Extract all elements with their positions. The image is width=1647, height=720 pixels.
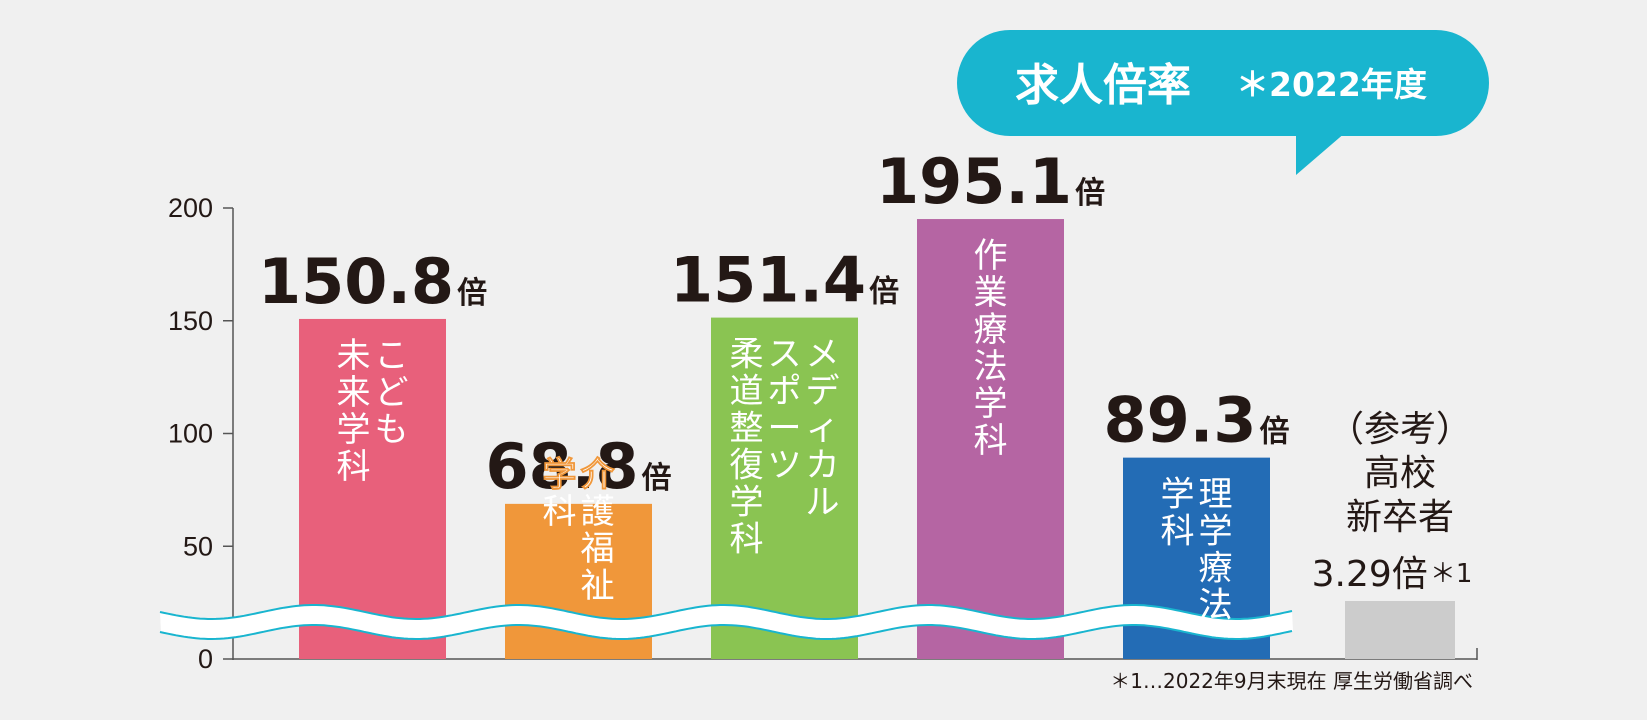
chart-subtitle: ＊2022年度 [1236, 65, 1427, 104]
y-tick-label: 100 [168, 419, 213, 449]
bar-category-char: ー [768, 409, 802, 449]
bar [917, 219, 1064, 659]
bar-category-char: ル [806, 483, 840, 523]
reference-value: 3.29倍＊1 [1312, 554, 1473, 595]
bar-category-char: メ [806, 335, 840, 375]
bar-category-char: デ [806, 372, 840, 412]
bar-category-char: 科 [730, 520, 764, 560]
bar-category-char: 来 [337, 373, 371, 413]
bar-category-char: 学 [974, 384, 1008, 424]
bar-category-label: 作業療法学科 [974, 236, 1008, 461]
chart-title: 求人倍率 [1015, 60, 1191, 111]
axis-break-line-bottom [159, 624, 1293, 640]
bar-category-char: 学 [1199, 512, 1233, 552]
bar-value-label: 68.8 倍 [486, 430, 672, 503]
title-bubble-tail [1296, 132, 1346, 175]
bar-category-label: スポーツ [768, 335, 802, 486]
bar-value-unit: 倍 [1075, 176, 1105, 211]
bar-category-char: 整 [730, 409, 764, 449]
bar-category-char: こ [375, 336, 409, 376]
reference-label-line: 新卒者 [1346, 497, 1454, 538]
bar-category-char: 学 [543, 455, 577, 495]
bar-category-char: も [375, 410, 409, 450]
title-bubble-shape [957, 30, 1489, 136]
bar-category-char: 学 [730, 483, 764, 523]
bar-value-number: 150.8 [258, 245, 454, 318]
reference-label-line: 高校 [1364, 453, 1436, 494]
reference-label-line: （参考） [1328, 409, 1472, 450]
title-bubble: 求人倍率 ＊2022年度 [957, 30, 1489, 175]
bar-value-unit: 倍 [641, 461, 671, 496]
bar-category-char: 柔 [730, 335, 764, 375]
reference-bar [1345, 601, 1455, 659]
y-tick-label: 150 [168, 306, 213, 336]
axis-break-wave: 法 [159, 586, 1293, 640]
bar-value-number: 68.8 [486, 430, 639, 503]
bar-value-number: 195.1 [876, 145, 1072, 218]
bar-category-char: 科 [1161, 512, 1195, 552]
bar-category-char: 法 [974, 347, 1008, 387]
axis-break-line-top [159, 604, 1293, 620]
bar-category-char: 福 [581, 529, 615, 569]
bar-category-char: 療 [1199, 549, 1233, 589]
bar-category-label: 柔道整復学科 [730, 335, 764, 560]
bar-category-char: 業 [974, 273, 1008, 313]
bar-category-char: 科 [543, 492, 577, 532]
bar-category-char: 学 [337, 410, 371, 450]
bar-category-label: メディカル [806, 335, 840, 523]
bar-category-label: 未来学科 [337, 336, 371, 487]
bar-category-char: ィ [806, 409, 840, 449]
bar-category-char: 介 [581, 455, 615, 495]
bar-value-unit: 倍 [457, 276, 487, 311]
bar-category-label: 介護福祉 [581, 455, 615, 606]
bar-category-label: 学科 [1161, 475, 1195, 552]
bar-value-label: 151.4 倍 [670, 244, 899, 317]
bar-value-number: 151.4 [670, 244, 866, 317]
bar-category-char: 護 [581, 492, 615, 532]
bar-value-unit: 倍 [1259, 415, 1289, 450]
bar-category-char: ツ [768, 446, 802, 486]
bar-category-char: ど [375, 373, 409, 413]
bar-category-char: 法 [1199, 586, 1233, 626]
y-tick-label: 50 [183, 531, 213, 561]
bar [711, 317, 858, 659]
bar-category-char: 理 [1199, 475, 1233, 515]
bar-category-char: 療 [974, 310, 1008, 350]
footnote: ＊1…2022年9月末現在 厚生労働省調べ [1110, 669, 1473, 693]
bar-category-char: ス [768, 335, 802, 375]
bar-value-label: 89.3 倍 [1104, 384, 1290, 457]
bar-value-label: 150.8 倍 [258, 245, 487, 318]
y-tick-label: 0 [198, 644, 213, 674]
y-tick-label: 200 [168, 193, 213, 223]
y-ticks: 0 50 100 150 200 [168, 193, 233, 674]
bar-category-char: 復 [730, 446, 764, 486]
bar-category-char: 祉 [581, 566, 615, 606]
bar-category-label: 学科 [543, 455, 577, 532]
bar-category-char: 作 [974, 236, 1008, 276]
axis-break-band [160, 605, 1293, 639]
bar-category-char: 道 [730, 372, 764, 412]
bar-category-label: こども [375, 336, 409, 450]
bar-category-char: ポ [768, 372, 802, 412]
bar-value-number: 89.3 [1104, 384, 1257, 457]
reference-note-mark: ＊1 [1430, 559, 1473, 589]
bar-category-char: 学 [1161, 475, 1195, 515]
bar-category-label-front: 法 [1199, 586, 1233, 626]
bar-category-char: 科 [337, 447, 371, 487]
bar-value-unit: 倍 [869, 275, 899, 310]
bar-value-label: 195.1 倍 [876, 145, 1105, 218]
bar-category-char: カ [806, 446, 840, 486]
bar-category-char: 科 [974, 421, 1008, 461]
bar [299, 318, 446, 659]
bar-category-char: 未 [337, 336, 371, 376]
reference-value-text: 3.29倍 [1312, 554, 1428, 595]
